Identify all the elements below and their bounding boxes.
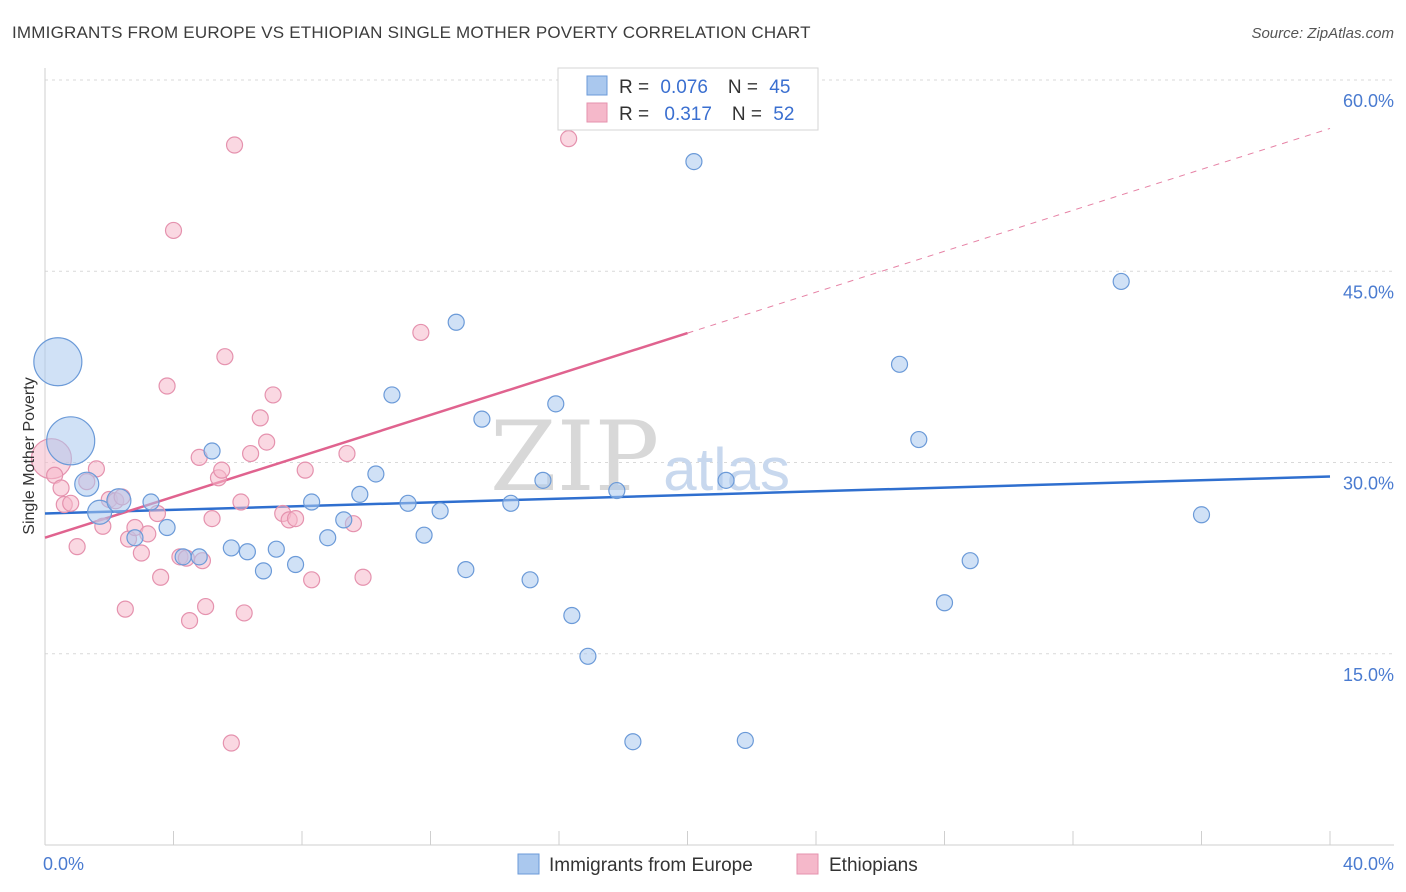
data-points [30, 130, 1211, 752]
data-point-ethiopians [216, 348, 234, 366]
data-point-immigrants-from-europe [415, 526, 433, 544]
data-point-immigrants-from-europe [447, 313, 465, 331]
data-point-immigrants-from-europe [736, 731, 754, 750]
data-point-immigrants-from-europe [222, 539, 240, 557]
x-tick-label: 40.0% [1343, 854, 1394, 874]
data-point-immigrants-from-europe [717, 471, 735, 489]
data-point-immigrants-from-europe [502, 494, 520, 512]
data-point-immigrants-from-europe [579, 647, 597, 665]
data-point-ethiopians [62, 494, 80, 512]
legend-swatch-pink [586, 102, 608, 123]
data-point-immigrants-from-europe [286, 555, 305, 574]
data-point-immigrants-from-europe [46, 416, 96, 466]
data-point-ethiopians [203, 509, 221, 528]
data-point-ethiopians [232, 493, 250, 511]
data-point-immigrants-from-europe [74, 471, 100, 497]
bottom-legend-swatch-blue [517, 853, 540, 875]
data-point-immigrants-from-europe [1192, 506, 1211, 524]
data-point-ethiopians [116, 600, 134, 618]
data-point-immigrants-from-europe [473, 410, 491, 428]
data-point-immigrants-from-europe [106, 488, 132, 514]
data-point-immigrants-from-europe [534, 471, 552, 489]
legend-row-blue: R = 0.076 N = 45 [619, 77, 790, 98]
data-point-immigrants-from-europe [910, 430, 928, 449]
data-point-ethiopians [296, 461, 314, 479]
source-label: Source: ZipAtlas.com [1251, 25, 1394, 42]
data-point-ethiopians [158, 377, 176, 395]
data-point-ethiopians [152, 568, 170, 586]
data-point-immigrants-from-europe [890, 355, 909, 373]
grid: 15.0% 30.0% 45.0% 60.0% [45, 79, 1394, 685]
data-point-immigrants-from-europe [935, 594, 954, 612]
data-point-immigrants-from-europe [457, 560, 475, 579]
data-point-immigrants-from-europe [431, 502, 449, 520]
data-point-ethiopians [354, 568, 372, 586]
data-point-ethiopians [338, 444, 356, 463]
trend-line-ethiopians-extension [687, 127, 1331, 334]
data-point-immigrants-from-europe [335, 511, 353, 529]
data-point-ethiopians [222, 734, 240, 752]
data-point-ethiopians [242, 444, 260, 463]
legend-box: R = 0.076 N = 45 R = 0.317 N = 52 [557, 67, 819, 131]
data-point-ethiopians [412, 323, 430, 342]
data-point-ethiopians [164, 221, 183, 240]
data-point-immigrants-from-europe [1112, 272, 1130, 291]
watermark-zip: ZIP [490, 401, 659, 513]
data-point-immigrants-from-europe [383, 386, 401, 404]
data-point-ethiopians [213, 461, 231, 479]
data-point-ethiopians [251, 409, 269, 427]
data-point-ethiopians [132, 544, 150, 562]
data-point-ethiopians [68, 538, 86, 556]
data-point-immigrants-from-europe [267, 540, 285, 558]
data-point-immigrants-from-europe [174, 548, 192, 566]
data-point-immigrants-from-europe [158, 518, 176, 537]
data-point-immigrants-from-europe [351, 485, 369, 503]
data-point-ethiopians [560, 130, 578, 148]
data-point-immigrants-from-europe [142, 493, 160, 511]
data-point-immigrants-from-europe [521, 571, 539, 589]
bottom-legend-label-blue: Immigrants from Europe [549, 855, 753, 876]
data-point-ethiopians [235, 604, 253, 622]
bottom-legend-swatch-pink [796, 853, 819, 875]
chart-title: IMMIGRANTS FROM EUROPE VS ETHIOPIAN SING… [12, 23, 811, 42]
data-point-ethiopians [197, 597, 215, 616]
data-point-ethiopians [180, 611, 199, 630]
data-point-ethiopians [258, 433, 276, 451]
y-tick-label: 30.0% [1343, 474, 1394, 494]
data-point-immigrants-from-europe [399, 494, 417, 512]
y-axis-label: Single Mother Poverty [21, 377, 38, 534]
data-point-ethiopians [303, 571, 321, 589]
data-point-immigrants-from-europe [608, 481, 626, 500]
data-point-immigrants-from-europe [203, 442, 221, 460]
data-point-immigrants-from-europe [190, 548, 208, 566]
data-point-immigrants-from-europe [319, 529, 337, 547]
data-point-ethiopians [264, 386, 282, 404]
data-point-immigrants-from-europe [238, 543, 256, 561]
data-point-immigrants-from-europe [624, 733, 642, 751]
data-point-immigrants-from-europe [547, 395, 565, 413]
data-point-immigrants-from-europe [126, 529, 144, 547]
data-point-immigrants-from-europe [87, 499, 113, 525]
watermark: ZIPatlas [490, 401, 790, 513]
trend-line-immigrants-from-europe [44, 475, 1331, 515]
data-point-immigrants-from-europe [254, 562, 273, 580]
data-point-immigrants-from-europe [303, 493, 321, 511]
data-point-immigrants-from-europe [367, 465, 385, 483]
x-tick-label: 0.0% [43, 854, 84, 874]
data-point-ethiopians [286, 509, 305, 528]
bottom-legend: Immigrants from Europe Ethiopians [517, 853, 918, 876]
legend-swatch-blue [586, 75, 608, 96]
data-point-immigrants-from-europe [961, 552, 979, 570]
y-tick-label: 60.0% [1343, 91, 1394, 111]
y-tick-label: 15.0% [1343, 665, 1394, 685]
data-point-immigrants-from-europe [685, 153, 703, 171]
y-tick-label: 45.0% [1343, 282, 1394, 302]
legend-row-pink: R = 0.317 N = 52 [619, 104, 794, 125]
data-point-ethiopians [225, 136, 244, 154]
data-point-immigrants-from-europe [563, 606, 581, 625]
bottom-legend-label-pink: Ethiopians [829, 855, 918, 876]
data-point-immigrants-from-europe [33, 337, 83, 387]
data-point-ethiopians [52, 479, 70, 497]
